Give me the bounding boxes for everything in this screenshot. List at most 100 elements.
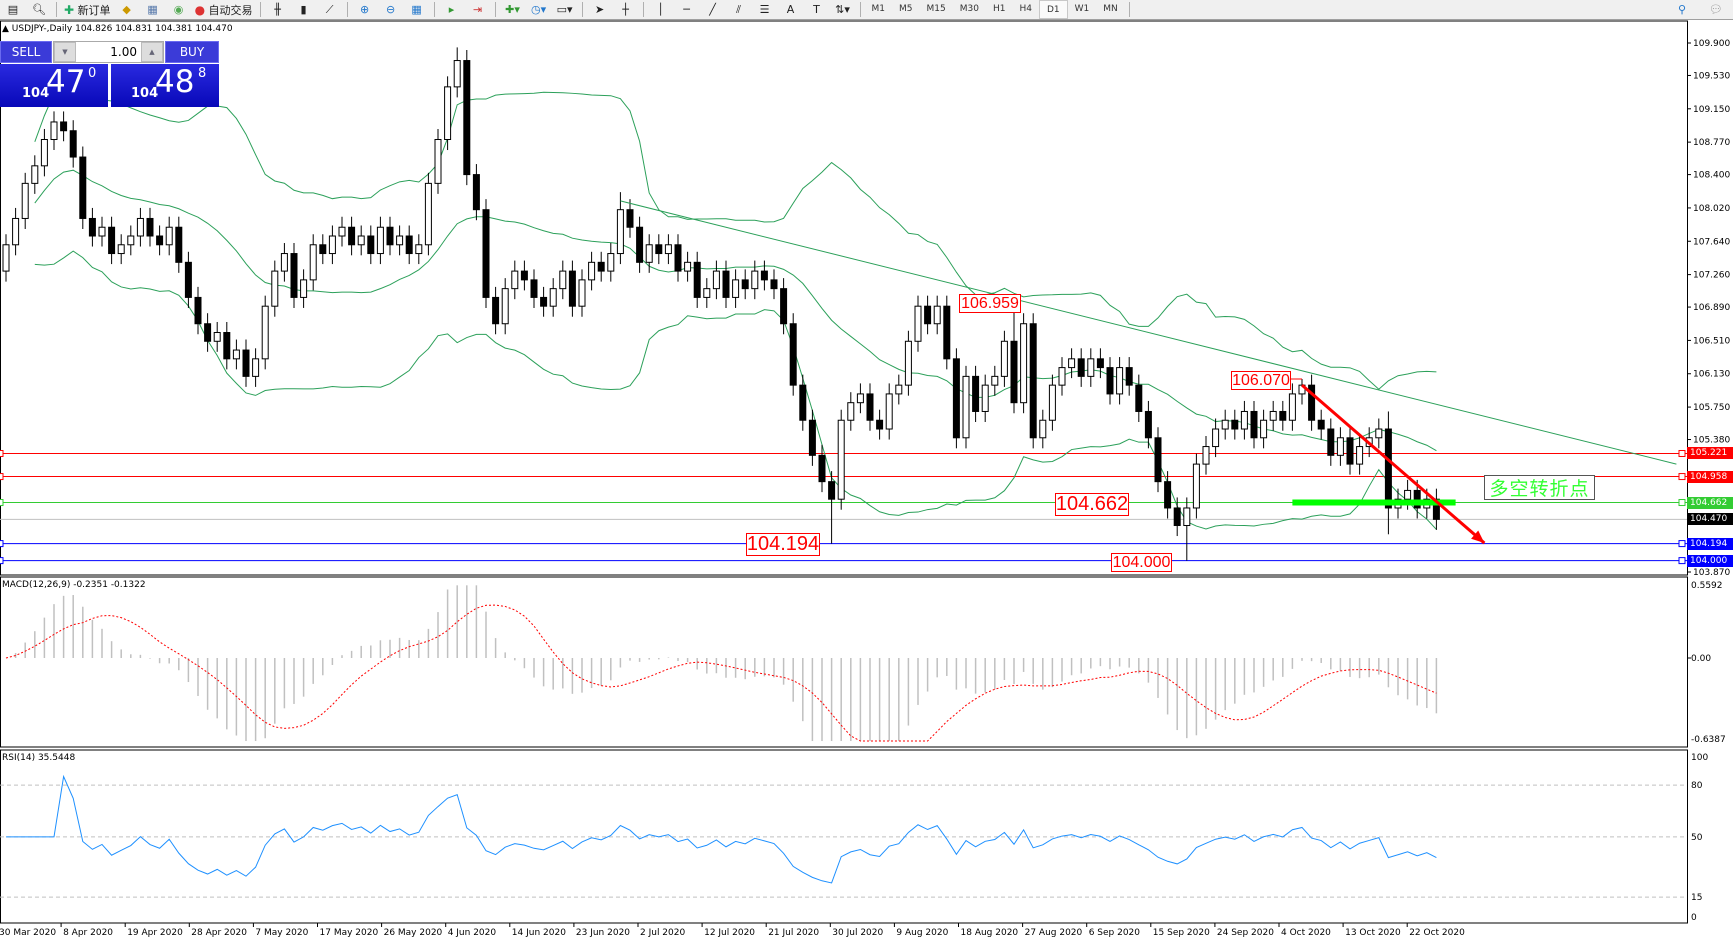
timeframe-m1[interactable]: M1 (871, 3, 886, 14)
lot-increase-icon[interactable]: ▲ (141, 42, 163, 62)
indicators-icon[interactable]: ✚▾ (505, 3, 520, 16)
macd-label: MACD(12,26,9) -0.2351 -0.1322 (2, 580, 146, 590)
periods-icon[interactable]: ◷▾ (530, 3, 547, 16)
timeframe-m15[interactable]: M15 (926, 3, 946, 14)
zoom-out-icon[interactable]: ⊖ (385, 3, 396, 16)
trendline-icon[interactable]: ╱ (709, 3, 716, 16)
timeframe-bar: M1 M5 M15 M30 H1 H4 D1 W1 MN (865, 0, 1125, 19)
chart-window-icon[interactable]: ▤ (7, 3, 19, 16)
collapse-triangle-icon[interactable]: ▲ (2, 24, 9, 34)
candle-body (1135, 384, 1143, 412)
auto-scroll-icon[interactable]: ▸ (448, 3, 455, 16)
candle-body (1269, 410, 1277, 421)
line-chart-icon[interactable]: ⟋ (325, 2, 334, 16)
annotation-low[interactable]: 104.194 (746, 533, 820, 556)
zoom-in-icon[interactable]: ⊕ (359, 3, 370, 16)
candle-body (204, 323, 212, 342)
auto-trading-button[interactable]: ● 自动交易 (192, 1, 256, 18)
candle (127, 225, 135, 256)
date-tick-label: 18 Aug 2020 (961, 928, 1019, 938)
zoom-window-icon[interactable]: 🔍︎ (32, 3, 46, 16)
candle-body (856, 393, 864, 404)
chat-icon[interactable]: 💬︎ (1709, 3, 1723, 16)
price-tick-label: 105.750 (1693, 403, 1730, 413)
annotation-lowest[interactable]: 104.000 (1111, 553, 1172, 572)
candle (799, 374, 807, 431)
lot-decrease-icon[interactable]: ▼ (54, 42, 76, 62)
timeframe-m30[interactable]: M30 (959, 3, 979, 14)
sell-price[interactable]: 104 47 0 (0, 64, 108, 107)
candle (943, 295, 951, 370)
candle-body (559, 270, 567, 290)
text-label-icon[interactable]: T (813, 3, 820, 16)
candle-body (396, 235, 404, 246)
vertical-line-icon[interactable]: │ (657, 3, 664, 16)
buy-button[interactable]: BUY (165, 41, 219, 63)
terminal-icon[interactable]: ▦ (147, 3, 158, 16)
horizontal-line-icon[interactable]: ─ (683, 3, 690, 16)
timeframe-d1[interactable]: D1 (1038, 0, 1068, 19)
equidistant-channel-icon[interactable]: ⫽ (736, 2, 741, 16)
candle-body (1432, 498, 1440, 520)
candle (376, 216, 384, 265)
candle-body (309, 244, 317, 281)
candle (492, 286, 500, 335)
timeframe-w1[interactable]: W1 (1074, 3, 1090, 14)
candle (1212, 418, 1220, 458)
candle-body (770, 279, 778, 290)
annotation-recent-high[interactable]: 106.070 (1231, 371, 1291, 390)
search-icon[interactable]: ⚲ (1677, 3, 1687, 16)
timeframe-h1[interactable]: H1 (992, 3, 1006, 14)
candle-body (1125, 367, 1133, 386)
chart-shift-icon[interactable]: ⇥ (472, 3, 483, 16)
candle (1250, 400, 1258, 449)
candle (828, 471, 836, 544)
candle-body (271, 270, 279, 307)
candle (69, 120, 77, 168)
metaeditor-icon[interactable]: ◆ (122, 3, 131, 16)
timeframe-mn[interactable]: MN (1103, 3, 1118, 14)
crosshair-icon[interactable]: ┼ (622, 3, 629, 16)
timeframe-m5[interactable]: M5 (899, 3, 913, 14)
candlestick-icon[interactable]: ▮ (300, 3, 307, 16)
price-tick-label: 109.150 (1693, 105, 1730, 115)
timeframe-h4[interactable]: H4 (1019, 3, 1032, 14)
arrows-icon[interactable]: ⇅▾ (835, 3, 850, 16)
candle-body (828, 481, 836, 500)
templates-icon[interactable]: ▭▾ (556, 3, 573, 16)
candle (904, 330, 912, 396)
candle (165, 216, 173, 256)
signals-icon[interactable]: ◉ (173, 3, 184, 16)
lot-size-stepper[interactable]: ▼ 1.00 ▲ (53, 41, 164, 63)
candle (924, 295, 932, 335)
candle (1164, 471, 1172, 519)
buy-price[interactable]: 104 48 8 (111, 64, 219, 107)
candle (760, 260, 768, 291)
candle-body (338, 226, 346, 237)
bollinger-lo (34, 250, 1437, 530)
candle-body (165, 226, 173, 246)
annotation-pivot-text[interactable]: 多空转折点 (1484, 475, 1595, 500)
candle (655, 234, 663, 265)
annotation-high[interactable]: 106.959 (959, 294, 1021, 313)
text-tool-icon[interactable]: A (786, 3, 795, 16)
candle (1000, 330, 1008, 387)
tile-windows-icon[interactable]: ▦ (411, 3, 422, 16)
candle-body (40, 139, 48, 167)
auto-trading-label: 自动交易 (208, 3, 253, 17)
buy-price-big: 104 (131, 86, 159, 101)
new-order-button[interactable]: ✚ 新订单 (61, 1, 114, 18)
toolbar-divider (859, 2, 861, 17)
buy-price-main: 48 (155, 64, 195, 100)
annotation-pivot[interactable]: 104.662 (1055, 493, 1129, 516)
toolbar-divider (56, 2, 57, 17)
candle (1154, 427, 1162, 493)
bar-chart-icon[interactable]: ╫ (274, 3, 281, 16)
cursor-icon[interactable]: ➤ (594, 3, 605, 16)
lot-size-input[interactable]: 1.00 (110, 45, 137, 59)
candle (789, 313, 797, 396)
sell-button[interactable]: SELL (0, 41, 52, 63)
fibonacci-icon[interactable]: ☰ (759, 3, 770, 16)
toolbar-divider (642, 2, 644, 17)
